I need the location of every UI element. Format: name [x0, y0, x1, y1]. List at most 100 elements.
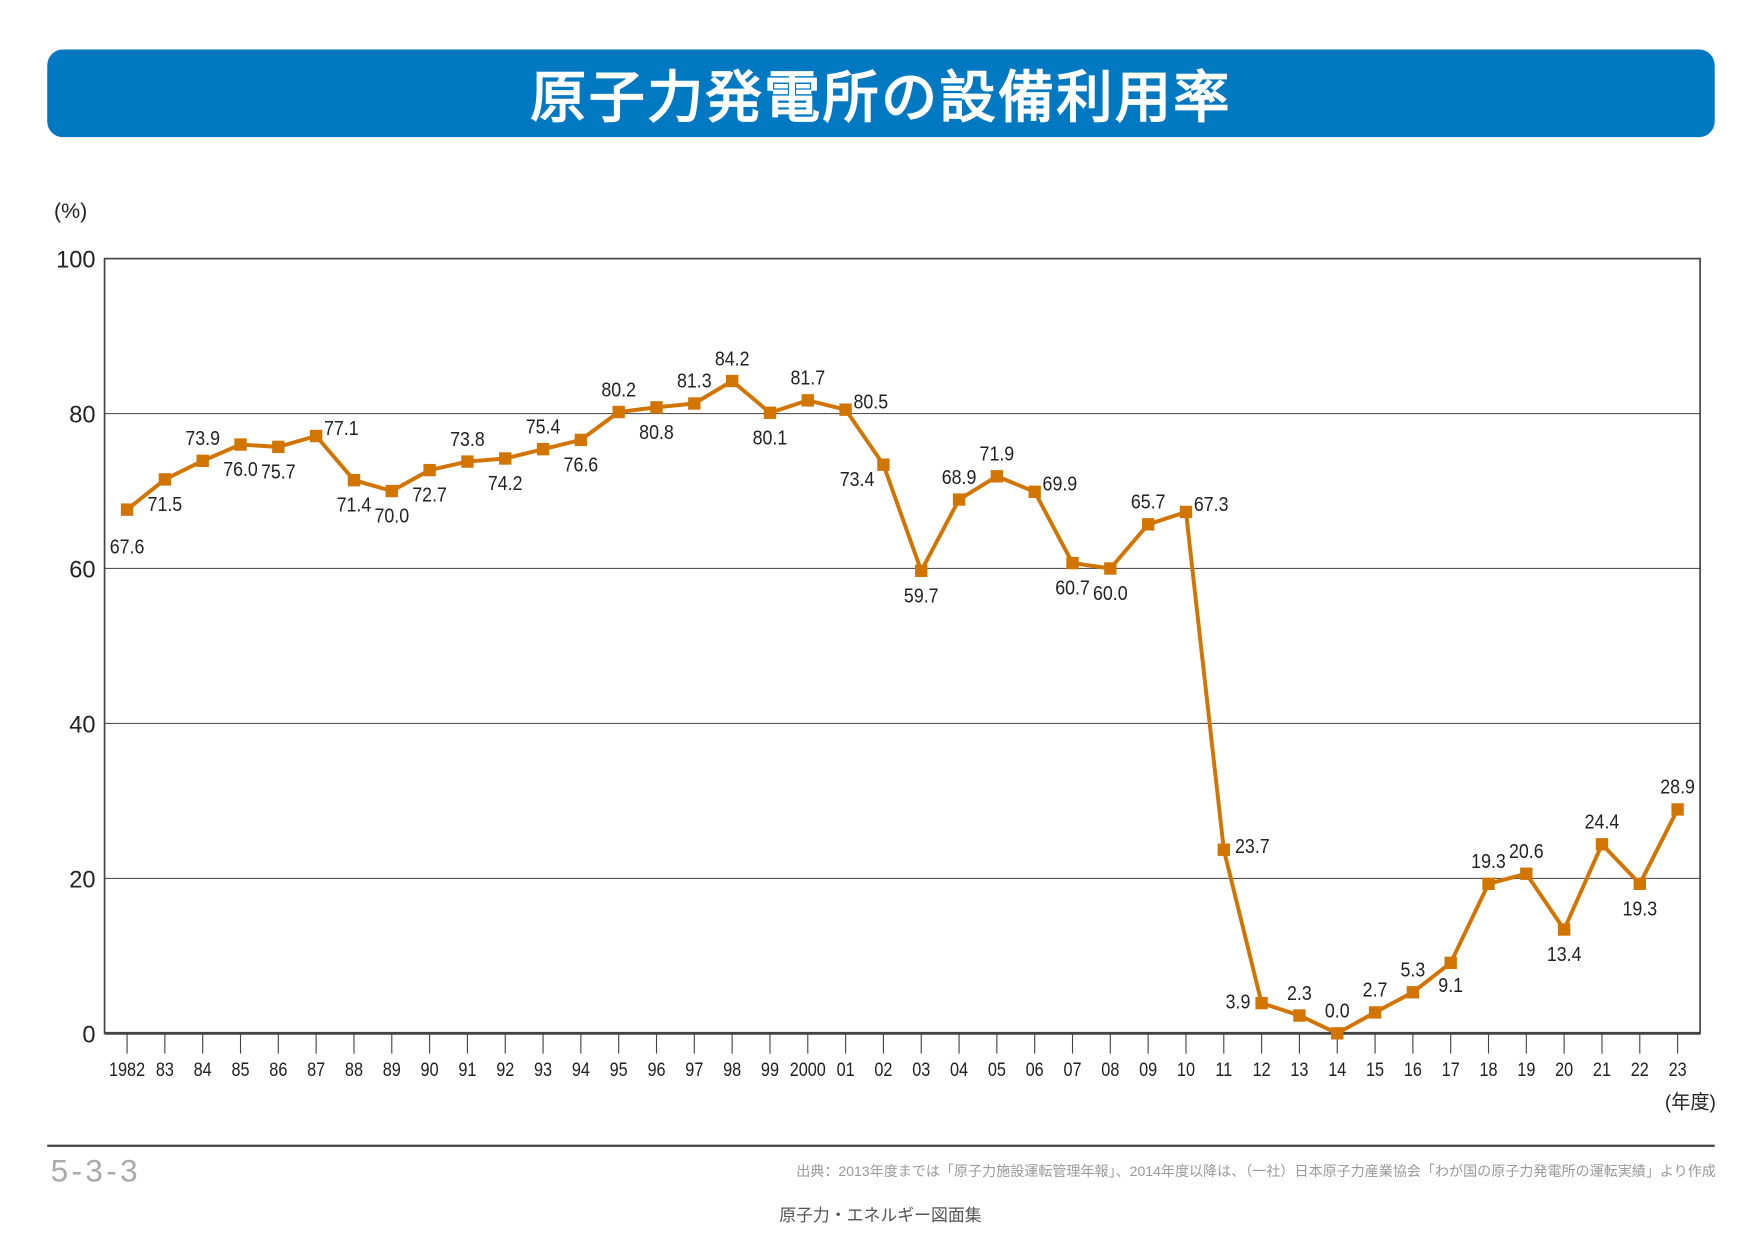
data-label: 2.3 — [1287, 983, 1312, 1005]
data-label: 84.2 — [715, 348, 750, 370]
data-label: 74.2 — [488, 473, 523, 495]
x-tick-label: 93 — [534, 1059, 552, 1081]
x-tick-label: 03 — [912, 1059, 930, 1081]
x-axis-unit: (年度) — [1664, 1091, 1716, 1114]
data-label: 73.8 — [450, 429, 485, 451]
data-point — [1255, 996, 1268, 1010]
data-point — [1066, 556, 1079, 570]
data-label: 75.4 — [526, 416, 561, 438]
data-point — [952, 493, 966, 506]
data-point — [461, 455, 474, 468]
data-label: 69.9 — [1043, 474, 1078, 496]
x-tick-label: 87 — [307, 1059, 325, 1081]
y-tick-label: 60 — [69, 557, 95, 583]
x-tick-label: 95 — [610, 1059, 628, 1081]
data-point — [1179, 505, 1193, 519]
title-banner: 原子力発電所の設備利用率 — [47, 49, 1715, 138]
data-point — [574, 433, 588, 447]
data-point — [1557, 923, 1571, 936]
x-tick-label: 21 — [1593, 1059, 1611, 1081]
x-tick-label: 07 — [1063, 1059, 1081, 1081]
x-tick-label: 2000 — [790, 1059, 826, 1081]
data-point — [272, 440, 285, 454]
data-label: 59.7 — [904, 585, 939, 607]
x-tick-label: 05 — [988, 1059, 1006, 1081]
x-tick-label: 08 — [1101, 1059, 1119, 1081]
x-tick-label: 23 — [1669, 1059, 1687, 1081]
x-tick-label: 88 — [345, 1059, 363, 1081]
data-label: 5.3 — [1401, 960, 1426, 982]
data-label: 60.7 — [1055, 578, 1090, 600]
x-tick-label: 89 — [383, 1059, 401, 1081]
y-tick-label: 20 — [69, 867, 95, 893]
x-tick-label: 91 — [458, 1059, 476, 1081]
data-point — [234, 438, 247, 451]
x-tick-label: 20 — [1555, 1059, 1573, 1081]
x-tick-label: 14 — [1328, 1059, 1346, 1081]
data-point — [347, 473, 361, 487]
chart-title: 原子力発電所の設備利用率 — [530, 65, 1232, 131]
data-label: 67.6 — [110, 536, 145, 558]
data-point — [120, 503, 134, 516]
x-tick-label: 86 — [269, 1059, 287, 1081]
data-label: 80.2 — [601, 379, 636, 401]
data-point — [1104, 562, 1117, 575]
data-point — [423, 463, 436, 477]
data-point — [309, 429, 323, 443]
x-tick-label: 06 — [1026, 1059, 1044, 1081]
data-point — [196, 454, 209, 467]
data-point — [1482, 877, 1495, 890]
data-point — [385, 484, 398, 498]
data-point — [1406, 986, 1420, 999]
x-tick-label: 16 — [1404, 1059, 1422, 1081]
data-point — [1520, 867, 1533, 880]
data-label: 24.4 — [1585, 812, 1620, 834]
data-label: 68.9 — [942, 467, 977, 489]
x-tick-label: 85 — [231, 1059, 249, 1081]
data-label: 70.0 — [374, 506, 409, 528]
data-point — [158, 473, 172, 486]
y-tick-label: 100 — [56, 248, 95, 274]
data-label: 76.6 — [564, 454, 599, 476]
data-point — [1331, 1027, 1344, 1040]
data-label: 72.7 — [412, 485, 447, 507]
data-label: 71.9 — [980, 444, 1015, 466]
data-point — [650, 401, 663, 414]
data-label: 0.0 — [1325, 1001, 1350, 1023]
x-tick-label: 96 — [647, 1059, 665, 1081]
x-tick-label: 13 — [1290, 1059, 1308, 1081]
source-note: 出典：2013年度までは「原子力施設運転管理年報」、2014年度以降は、（一社）… — [796, 1163, 1716, 1180]
data-label: 65.7 — [1131, 492, 1166, 514]
data-label: 28.9 — [1660, 777, 1695, 799]
data-label: 81.3 — [677, 371, 712, 393]
data-point — [801, 394, 814, 407]
data-label: 80.5 — [853, 392, 888, 414]
data-point — [1368, 1006, 1382, 1019]
y-tick-label: 0 — [82, 1022, 95, 1048]
x-tick-label: 12 — [1253, 1059, 1271, 1081]
data-point — [688, 397, 701, 410]
data-point — [839, 403, 852, 416]
y-tick-label: 40 — [69, 712, 95, 738]
data-point — [499, 452, 512, 465]
x-tick-label: 10 — [1177, 1059, 1195, 1081]
x-tick-label: 83 — [156, 1059, 174, 1081]
data-label: 19.3 — [1471, 851, 1506, 873]
data-label: 80.1 — [753, 427, 788, 449]
data-label: 76.0 — [223, 459, 258, 481]
plot-frame — [103, 257, 1701, 1035]
data-label: 73.9 — [185, 428, 220, 450]
y-axis-unit: (%) — [53, 200, 88, 224]
x-tick-label: 02 — [874, 1059, 892, 1081]
data-point — [1671, 803, 1684, 816]
x-tick-label: 04 — [950, 1059, 968, 1081]
data-point — [915, 564, 928, 578]
x-tick-label: 90 — [421, 1059, 439, 1081]
data-label: 19.3 — [1622, 898, 1657, 920]
x-tick-label: 84 — [194, 1059, 212, 1081]
data-point — [1028, 485, 1041, 498]
data-point — [763, 406, 777, 419]
x-tick-label: 19 — [1517, 1059, 1535, 1081]
